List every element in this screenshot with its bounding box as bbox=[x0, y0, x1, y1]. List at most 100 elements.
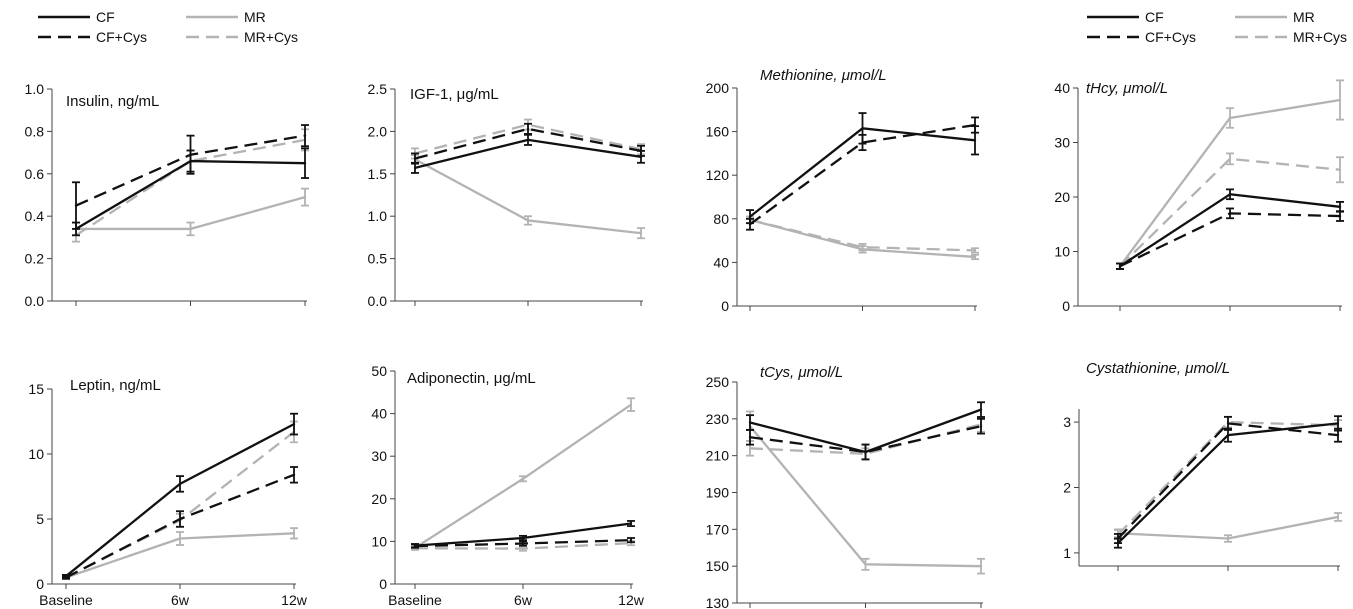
panel-leptin: 0 5 10 15 Baseline 6w 12w Leptin, ng/mL bbox=[28, 377, 307, 608]
panel-title: Leptin, ng/mL bbox=[70, 377, 161, 394]
data-point bbox=[748, 447, 752, 450]
data-point bbox=[521, 477, 525, 480]
data-point bbox=[413, 544, 417, 548]
y-tick-label: 160 bbox=[706, 124, 730, 140]
series-line-mr-cys bbox=[75, 138, 306, 237]
panel-title: Methionine, μmol/L bbox=[760, 67, 887, 84]
y-tick-label: 1.0 bbox=[368, 208, 388, 224]
series-cf-cys bbox=[62, 466, 298, 580]
legend-label-cf: CF bbox=[1145, 9, 1164, 25]
y-tick-label: 15 bbox=[28, 381, 44, 397]
y-tick-label: 2.0 bbox=[368, 123, 388, 139]
series-mr bbox=[746, 215, 979, 261]
data-point bbox=[292, 422, 296, 426]
legend-left: CF MR CF+Cys MR+Cys bbox=[38, 9, 298, 45]
data-point bbox=[1228, 212, 1232, 215]
series-line-cf bbox=[1119, 193, 1341, 268]
series-cf bbox=[1116, 188, 1344, 270]
series-line-cf-cys bbox=[1117, 422, 1339, 540]
data-point bbox=[1118, 265, 1122, 268]
data-point bbox=[861, 127, 864, 130]
data-point bbox=[639, 231, 643, 235]
data-point bbox=[526, 138, 530, 142]
series-mr bbox=[1116, 79, 1344, 270]
series-cf-cys bbox=[746, 417, 985, 461]
y-tick-label: 250 bbox=[706, 374, 730, 390]
y-tick-label: 130 bbox=[706, 595, 730, 609]
y-tick-label: 0.8 bbox=[25, 123, 45, 139]
data-point bbox=[521, 547, 525, 550]
data-point bbox=[292, 532, 296, 535]
series-mr-cys bbox=[746, 215, 979, 254]
x-tick-label: 12w bbox=[281, 592, 308, 608]
data-point bbox=[864, 563, 867, 566]
data-point bbox=[1228, 116, 1232, 120]
legend-label-cf: CF bbox=[96, 9, 115, 25]
series-line-cf bbox=[65, 423, 295, 578]
data-point bbox=[64, 576, 68, 579]
data-point bbox=[629, 522, 633, 525]
legend-label-cf-cys: CF+Cys bbox=[96, 29, 147, 45]
data-point bbox=[1116, 537, 1120, 540]
y-tick-label: 40 bbox=[371, 406, 387, 422]
y-tick-label: 5 bbox=[36, 511, 44, 527]
data-point bbox=[1226, 422, 1230, 425]
panel-title: tCys, μmol/L bbox=[760, 364, 843, 381]
data-point bbox=[189, 153, 192, 156]
panel-title: Adiponectin, μg/mL bbox=[407, 370, 536, 387]
series-cf bbox=[1114, 415, 1342, 549]
series-cf-cys bbox=[411, 122, 645, 165]
legend-label-mr: MR bbox=[1293, 9, 1315, 25]
legend-label-cf-cys: CF+Cys bbox=[1145, 29, 1196, 45]
data-point bbox=[413, 166, 417, 170]
data-point bbox=[1228, 193, 1232, 196]
y-tick-label: 0 bbox=[1062, 298, 1070, 314]
y-tick-label: 0.2 bbox=[25, 251, 45, 267]
data-point bbox=[74, 204, 78, 207]
y-tick-label: 0.6 bbox=[25, 166, 45, 182]
data-point bbox=[979, 408, 983, 411]
y-tick-label: 50 bbox=[371, 363, 387, 379]
series-line-mr-cys bbox=[1117, 420, 1339, 536]
data-point bbox=[639, 149, 643, 153]
panel-cystathionine: 1 2 3 Cystathionine, μmol/L bbox=[1063, 360, 1342, 571]
panel-title: Cystathionine, μmol/L bbox=[1086, 360, 1230, 377]
y-tick-label: 0 bbox=[379, 576, 387, 592]
series-line-cf-cys bbox=[749, 123, 976, 226]
data-point bbox=[1336, 422, 1340, 425]
y-tick-label: 230 bbox=[706, 411, 730, 427]
series-cf bbox=[62, 412, 298, 579]
data-point bbox=[303, 195, 307, 199]
data-point bbox=[973, 249, 977, 252]
y-tick-label: 20 bbox=[371, 491, 387, 507]
y-tick-label: 3 bbox=[1063, 414, 1071, 430]
series-line-mr-cys bbox=[749, 218, 976, 252]
y-tick-label: 20 bbox=[1054, 189, 1070, 205]
data-point bbox=[1338, 214, 1342, 218]
data-point bbox=[1338, 168, 1342, 171]
data-point bbox=[189, 227, 192, 231]
data-point bbox=[748, 421, 752, 424]
data-point bbox=[861, 141, 864, 144]
data-point bbox=[1336, 515, 1340, 519]
panel-title: tHcy, μmol/L bbox=[1086, 80, 1168, 97]
data-point bbox=[748, 436, 752, 439]
y-tick-label: 0 bbox=[721, 298, 729, 314]
data-point bbox=[629, 403, 633, 406]
y-tick-label: 40 bbox=[1054, 80, 1070, 96]
x-tick-label: 12w bbox=[618, 592, 645, 608]
series-mr bbox=[746, 410, 985, 575]
y-tick-label: 0.0 bbox=[25, 293, 45, 309]
data-point bbox=[292, 473, 296, 476]
series-mr bbox=[72, 187, 309, 237]
data-point bbox=[413, 157, 417, 160]
y-tick-label: 0 bbox=[36, 576, 44, 592]
data-point bbox=[1226, 537, 1230, 540]
series-line-mr-cys bbox=[65, 430, 295, 579]
data-point bbox=[178, 537, 182, 540]
data-point bbox=[1226, 433, 1230, 437]
y-tick-label: 0.5 bbox=[368, 251, 388, 267]
data-point bbox=[303, 134, 307, 137]
x-tick-label: Baseline bbox=[39, 592, 93, 608]
